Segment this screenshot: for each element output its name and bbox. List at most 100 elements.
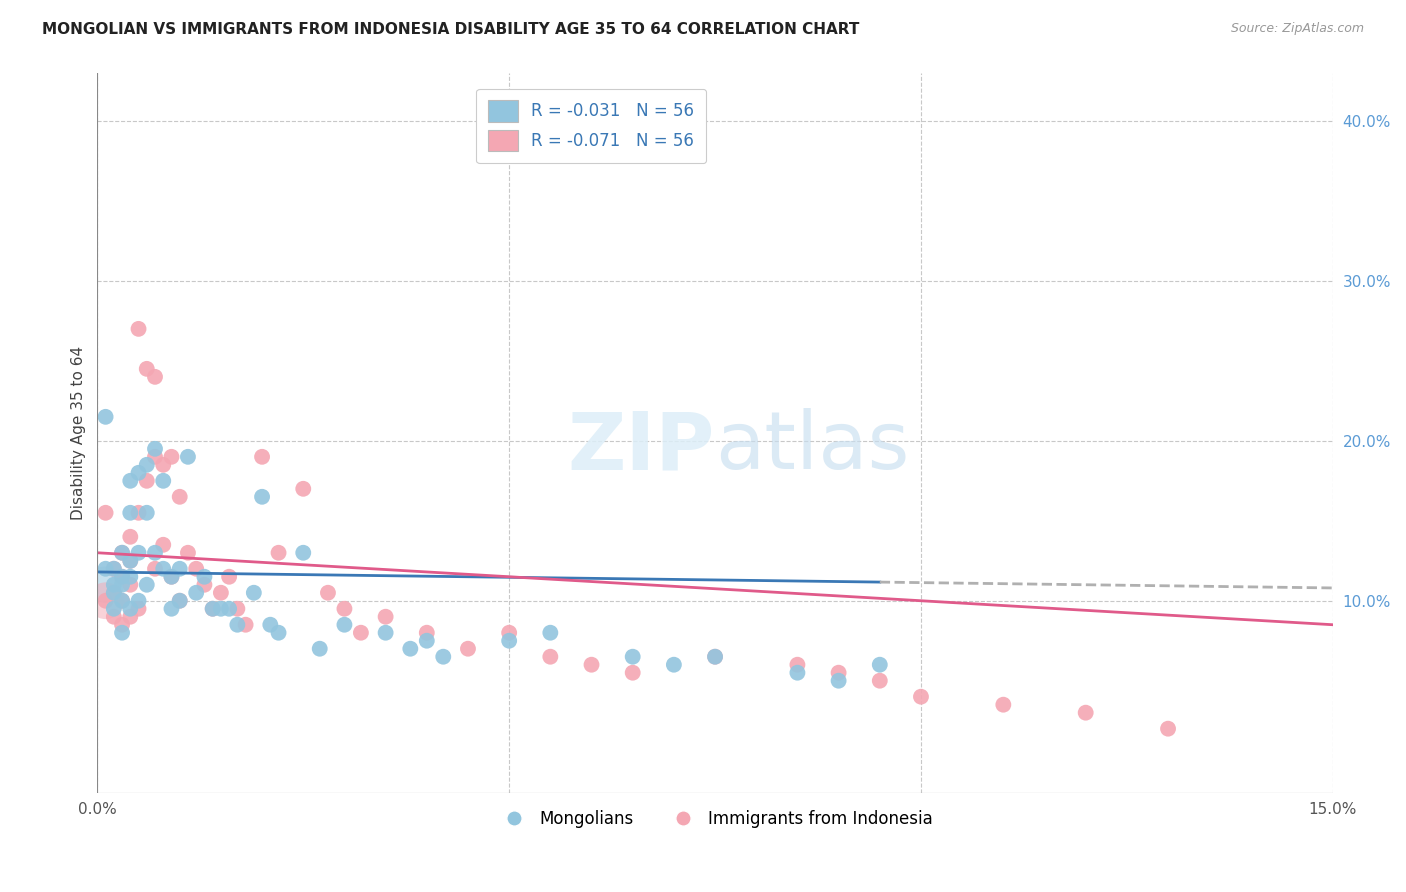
Point xyxy=(292,546,315,560)
Point xyxy=(111,546,134,560)
Point xyxy=(143,369,166,384)
Point xyxy=(94,593,117,607)
Point xyxy=(143,442,166,456)
Point xyxy=(201,601,224,615)
Point xyxy=(120,570,142,584)
Point xyxy=(120,554,142,568)
Point xyxy=(160,570,183,584)
Point xyxy=(120,601,142,615)
Point xyxy=(169,490,191,504)
Point xyxy=(160,601,183,615)
Point xyxy=(704,649,727,664)
Point xyxy=(160,570,183,584)
Point xyxy=(135,578,157,592)
Point xyxy=(128,601,150,615)
Point xyxy=(169,562,191,576)
Point xyxy=(910,690,932,704)
Point xyxy=(267,546,290,560)
Point xyxy=(103,562,125,576)
Point xyxy=(128,466,150,480)
Point xyxy=(135,362,157,376)
Point xyxy=(152,562,174,576)
Point xyxy=(243,586,266,600)
Point xyxy=(226,601,249,615)
Point xyxy=(316,586,339,600)
Point xyxy=(1074,706,1097,720)
Point xyxy=(399,641,422,656)
Text: Source: ZipAtlas.com: Source: ZipAtlas.com xyxy=(1230,22,1364,36)
Point xyxy=(128,322,150,336)
Point xyxy=(120,609,142,624)
Point xyxy=(177,546,200,560)
Point xyxy=(432,649,454,664)
Legend: Mongolians, Immigrants from Indonesia: Mongolians, Immigrants from Indonesia xyxy=(491,804,939,835)
Point xyxy=(103,578,125,592)
Point xyxy=(333,601,356,615)
Point xyxy=(94,578,117,592)
Point xyxy=(498,625,520,640)
Point xyxy=(235,617,257,632)
Point xyxy=(201,601,224,615)
Point xyxy=(103,586,125,600)
Point xyxy=(111,593,134,607)
Point xyxy=(128,593,150,607)
Point xyxy=(581,657,603,672)
Point xyxy=(662,657,685,672)
Point xyxy=(374,625,396,640)
Point xyxy=(786,665,808,680)
Y-axis label: Disability Age 35 to 64: Disability Age 35 to 64 xyxy=(72,346,86,520)
Point xyxy=(209,601,232,615)
Point xyxy=(218,601,240,615)
Point xyxy=(186,586,208,600)
Point xyxy=(111,570,134,584)
Point xyxy=(869,657,891,672)
Point xyxy=(111,617,134,632)
Point xyxy=(103,586,125,600)
Point xyxy=(111,546,134,560)
Point xyxy=(94,506,117,520)
Point xyxy=(350,625,373,640)
Point xyxy=(209,586,232,600)
Point xyxy=(103,609,125,624)
Point xyxy=(169,593,191,607)
Point xyxy=(186,562,208,576)
Point xyxy=(120,578,142,592)
Point xyxy=(218,570,240,584)
Point xyxy=(993,698,1015,712)
Point xyxy=(416,625,439,640)
Point xyxy=(250,450,273,464)
Point xyxy=(128,546,150,560)
Point xyxy=(135,506,157,520)
Text: ZIP: ZIP xyxy=(568,409,716,486)
Point xyxy=(120,554,142,568)
Point xyxy=(94,409,117,424)
Point xyxy=(94,562,117,576)
Point xyxy=(152,538,174,552)
Text: atlas: atlas xyxy=(716,409,910,486)
Point xyxy=(111,593,134,607)
Point xyxy=(416,633,439,648)
Point xyxy=(143,450,166,464)
Point xyxy=(827,673,849,688)
Point xyxy=(267,625,290,640)
Point xyxy=(111,570,134,584)
Point xyxy=(333,617,356,632)
Point xyxy=(152,474,174,488)
Point xyxy=(538,649,561,664)
Point xyxy=(308,641,330,656)
Text: MONGOLIAN VS IMMIGRANTS FROM INDONESIA DISABILITY AGE 35 TO 64 CORRELATION CHART: MONGOLIAN VS IMMIGRANTS FROM INDONESIA D… xyxy=(42,22,859,37)
Point xyxy=(177,450,200,464)
Point xyxy=(135,474,157,488)
Point xyxy=(1157,722,1180,736)
Point xyxy=(135,458,157,472)
Point xyxy=(143,562,166,576)
Point xyxy=(169,593,191,607)
Point xyxy=(143,546,166,560)
Point xyxy=(786,657,808,672)
Point xyxy=(704,649,727,664)
Point xyxy=(259,617,281,632)
Point xyxy=(193,570,215,584)
Point xyxy=(621,665,644,680)
Point xyxy=(120,530,142,544)
Point xyxy=(160,450,183,464)
